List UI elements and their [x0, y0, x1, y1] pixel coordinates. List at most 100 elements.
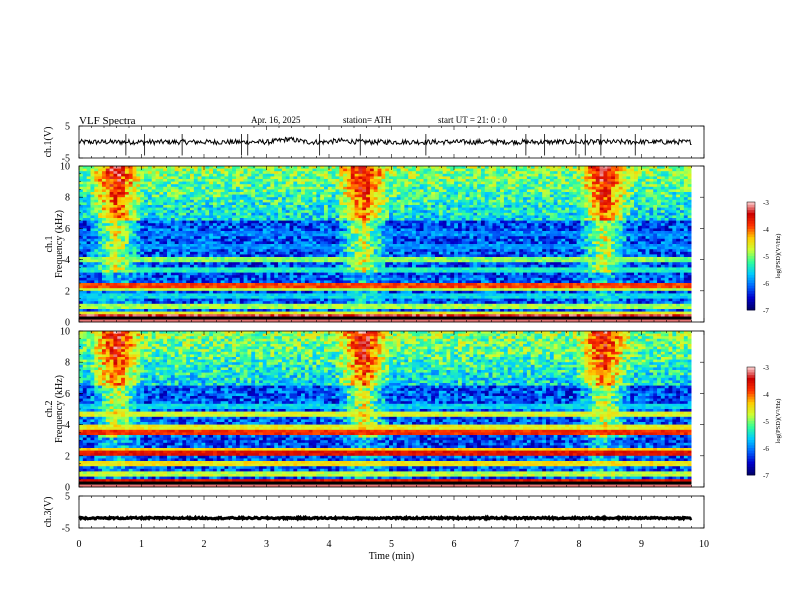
spectrogram-cell: [186, 192, 190, 195]
spectrogram-cell: [98, 301, 102, 304]
spectrogram-cell: [358, 192, 362, 195]
spectrogram-cell: [167, 221, 171, 224]
spectrogram-cell: [175, 299, 179, 302]
spectrogram-cell: [335, 215, 339, 218]
spectrogram-cell: [251, 184, 255, 187]
spectrogram-cell: [370, 208, 374, 211]
spectrogram-cell: [182, 249, 186, 252]
spectrogram-cell: [186, 244, 190, 247]
spectrogram-cell: [278, 223, 282, 226]
spectrogram-cell: [117, 270, 121, 273]
spectrogram-cell: [133, 187, 137, 190]
spectrogram-cell: [366, 231, 370, 234]
spectrogram-cell: [236, 262, 240, 265]
spectrogram-cell: [378, 174, 382, 177]
spectrogram-cell: [125, 241, 129, 244]
spectrogram-cell: [385, 293, 389, 296]
spectrogram-cell: [171, 231, 175, 234]
spectrogram-cell: [378, 210, 382, 213]
spectrogram-cell: [378, 171, 382, 174]
spectrogram-cell: [259, 226, 263, 229]
spectrogram-cell: [385, 286, 389, 289]
spectrogram-cell: [332, 208, 336, 211]
spectrogram-cell: [347, 306, 351, 309]
spectrogram-cell: [186, 312, 190, 315]
spectrogram-cell: [347, 293, 351, 296]
spectrogram-cell: [186, 241, 190, 244]
spectrogram-cell: [90, 252, 94, 255]
spectrogram-cell: [121, 296, 125, 299]
spectrogram-cell: [293, 184, 297, 187]
spectrogram-cell: [213, 293, 217, 296]
spectrogram-cell: [163, 309, 167, 312]
spectrogram-cell: [148, 226, 152, 229]
spectrogram-cell: [320, 257, 324, 260]
spectrogram-cell: [198, 197, 202, 200]
spectrogram-cell: [374, 273, 378, 276]
spectrogram-cell: [167, 231, 171, 234]
spectrogram-cell: [355, 254, 359, 257]
spectrogram-cell: [286, 270, 290, 273]
spectrogram-cell: [244, 296, 248, 299]
spectrogram-cell: [316, 223, 320, 226]
spectrogram-cell: [362, 280, 366, 283]
spectrogram-cell: [240, 208, 244, 211]
spectrogram-cell: [125, 184, 129, 187]
spectrogram-cell: [263, 192, 267, 195]
spectrogram-cell: [358, 202, 362, 205]
spectrogram-cell: [320, 239, 324, 242]
spectrogram-cell: [117, 205, 121, 208]
spectrogram-cell: [267, 296, 271, 299]
spectrogram-cell: [270, 208, 274, 211]
spectrogram-cell: [320, 182, 324, 185]
spectrogram-cell: [332, 200, 336, 203]
spectrogram-cell: [251, 275, 255, 278]
spectrogram-cell: [293, 262, 297, 265]
spectrogram-cell: [351, 267, 355, 270]
spectrogram-cell: [152, 228, 156, 231]
spectrogram-cell: [113, 291, 117, 294]
spectrogram-cell: [110, 247, 114, 250]
spectrogram-cell: [293, 236, 297, 239]
spectrogram-cell: [83, 265, 87, 268]
spectrogram-cell: [213, 205, 217, 208]
spectrogram-cell: [286, 239, 290, 242]
spectrogram-cell: [240, 244, 244, 247]
spectrogram-cell: [385, 299, 389, 302]
spectrogram-cell: [83, 202, 87, 205]
spectrogram-cell: [159, 278, 163, 281]
spectrogram-cell: [305, 312, 309, 315]
spectrogram-cell: [125, 197, 129, 200]
spectrogram-cell: [378, 197, 382, 200]
spectrogram-cell: [140, 236, 144, 239]
spectrogram-cell: [270, 236, 274, 239]
spectrogram-cell: [313, 218, 317, 221]
spectrogram-cell: [370, 200, 374, 203]
spectrogram-cell: [133, 299, 137, 302]
spectrogram-cell: [320, 291, 324, 294]
spectrogram-cell: [301, 195, 305, 198]
spectrogram-cell: [332, 202, 336, 205]
spectrogram-cell: [278, 267, 282, 270]
spectrogram-cell: [209, 223, 213, 226]
spectrogram-cell: [244, 236, 248, 239]
spectrogram-cell: [213, 179, 217, 182]
spectrogram-cell: [343, 202, 347, 205]
spectrogram-cell: [293, 239, 297, 242]
spectrogram-cell: [362, 213, 366, 216]
spectrogram-cell: [221, 195, 225, 198]
spectrogram-cell: [255, 197, 259, 200]
spectrogram-cell: [324, 192, 328, 195]
spectrogram-cell: [110, 273, 114, 276]
spectrogram-cell: [129, 283, 133, 286]
spectrogram-cell: [251, 257, 255, 260]
spectrogram-cell: [286, 296, 290, 299]
spectrogram-cell: [286, 244, 290, 247]
spectrogram-cell: [186, 169, 190, 172]
spectrogram-cell: [343, 166, 347, 169]
spectrogram-cell: [117, 213, 121, 216]
spectrogram-cell: [228, 278, 232, 281]
spectrogram-cell: [232, 184, 236, 187]
spectrogram-cell: [332, 291, 336, 294]
spectrogram-cell: [167, 182, 171, 185]
